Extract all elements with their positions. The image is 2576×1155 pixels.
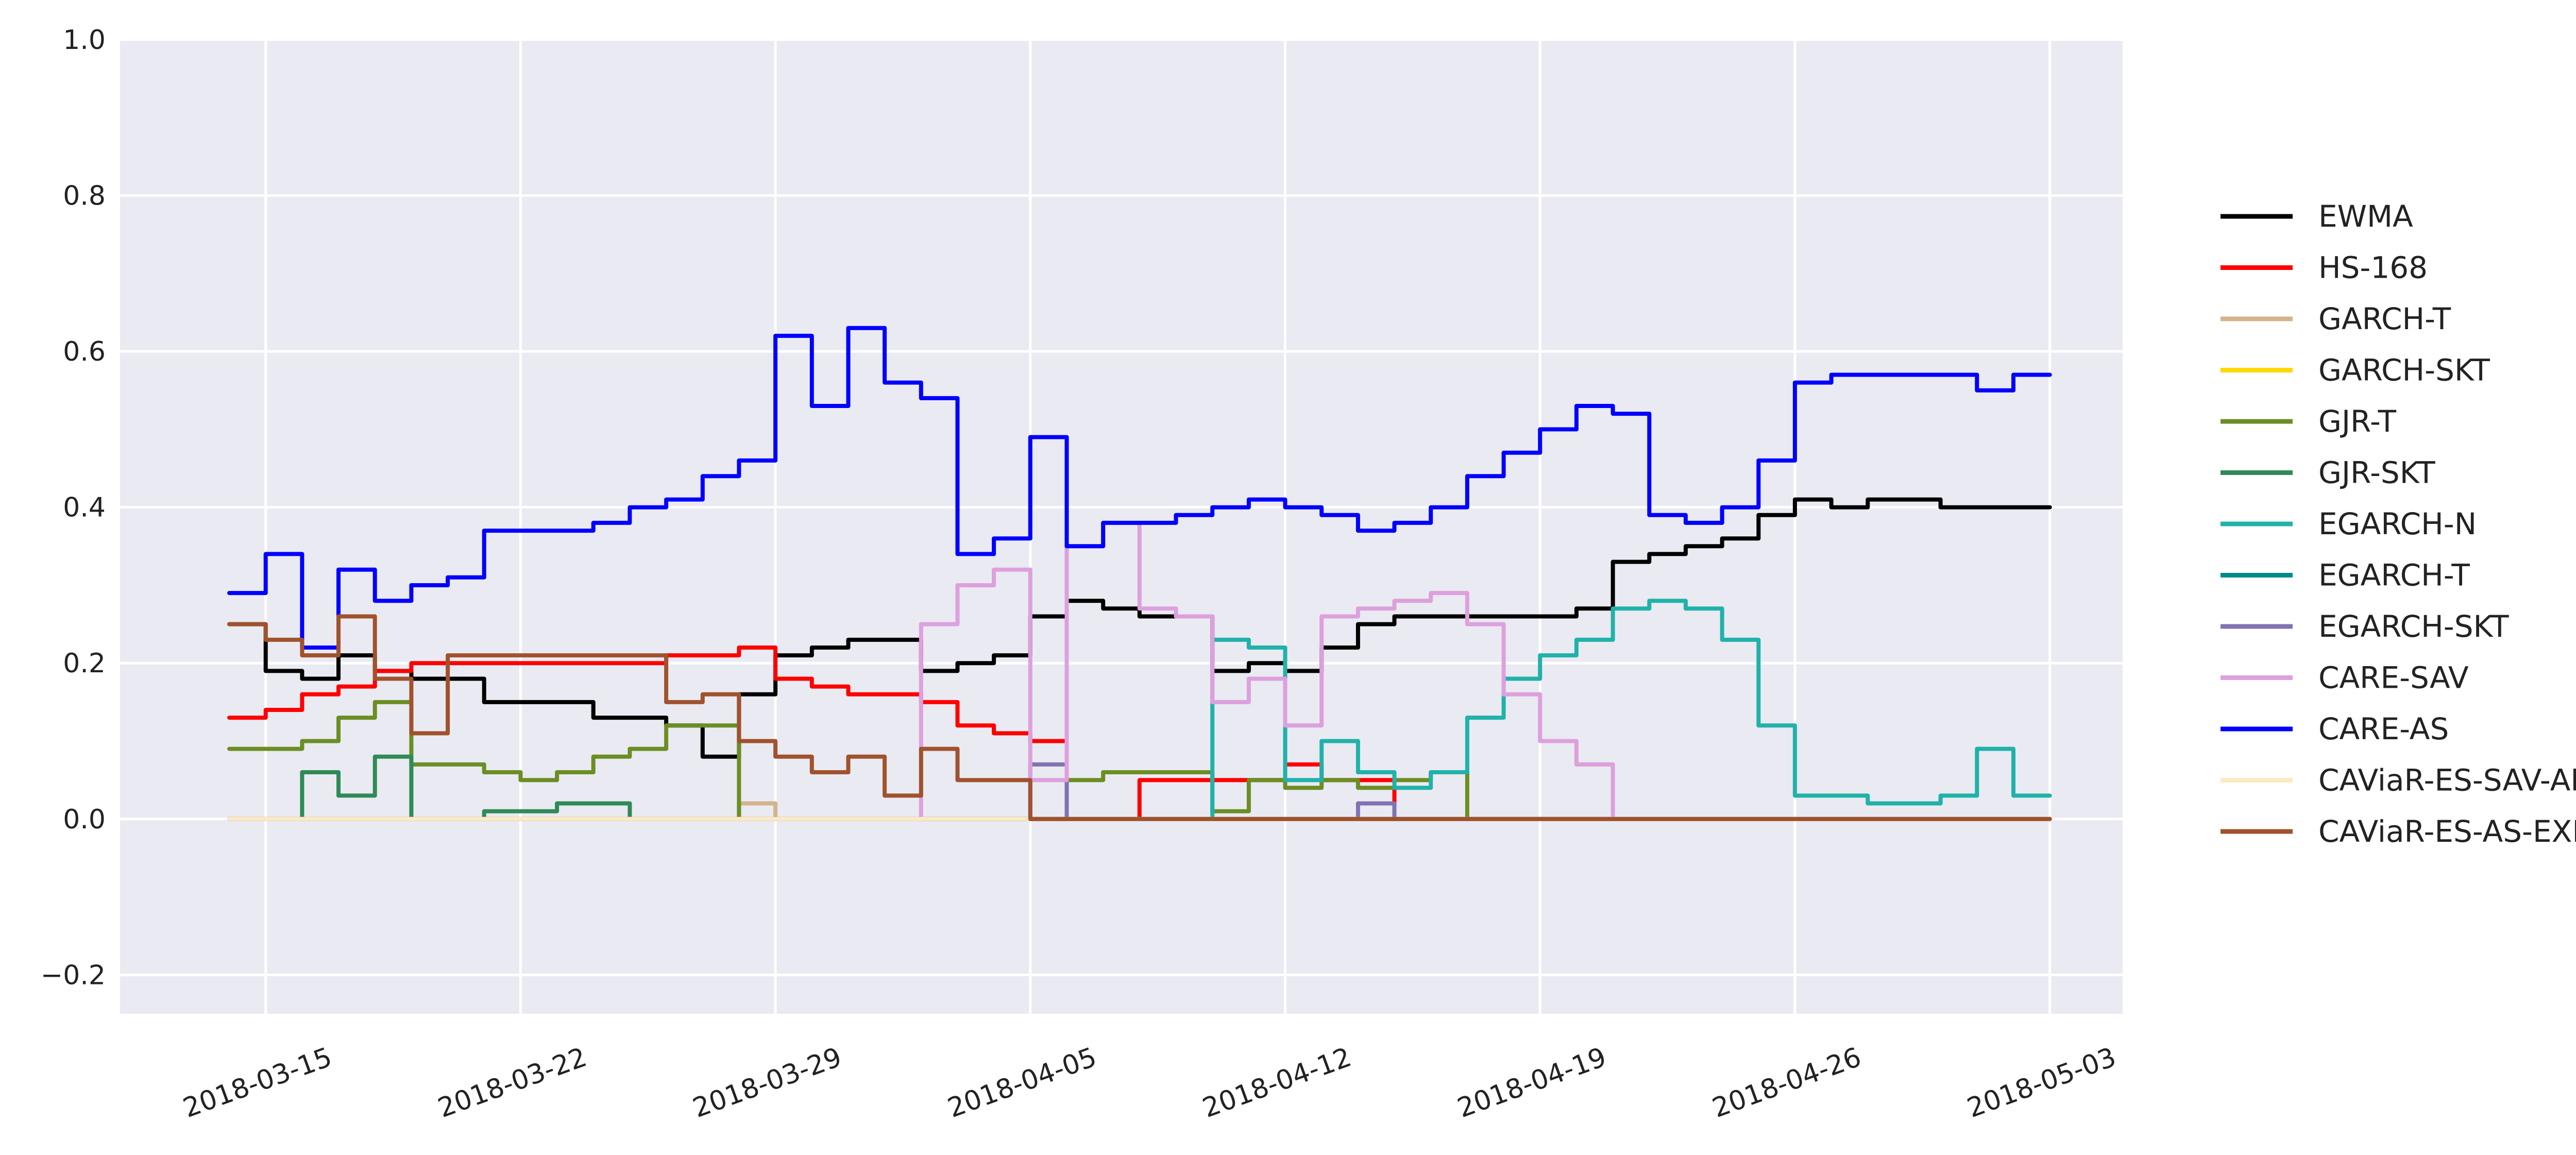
series-line-hs-168 bbox=[227, 646, 2052, 821]
y-tick-label: 0.6 bbox=[63, 336, 106, 367]
legend-label-care-sav: CARE-SAV bbox=[2318, 660, 2469, 695]
legend: EWMA HS-168 GARCH-T GARCH-SKT GJR-T GJR-SKT EG… bbox=[2221, 199, 2576, 849]
series-line-caviar-es-as-exp bbox=[227, 614, 2052, 821]
y-axis-tick-labels: −0.2 0.0 0.2 0.4 0.6 0.8 1.0 bbox=[41, 25, 106, 991]
legend-label-caviar-es-as-exp: CAViaR-ES-AS-EXP bbox=[2318, 814, 2576, 849]
legend-label-garch-t: GARCH-T bbox=[2318, 301, 2451, 336]
legend-label-egarch-t: EGARCH-T bbox=[2318, 558, 2470, 593]
series-lines bbox=[227, 326, 2052, 821]
y-tick-label: −0.2 bbox=[41, 960, 106, 991]
series-line-egarch-n bbox=[227, 599, 2052, 821]
y-tick-label: 1.0 bbox=[63, 25, 106, 56]
legend-label-gjr-skt: GJR-SKT bbox=[2318, 455, 2435, 490]
y-tick-label: 0.0 bbox=[63, 804, 106, 835]
series-line-gjr-skt bbox=[227, 754, 2052, 821]
y-tick-label: 0.2 bbox=[63, 648, 106, 679]
plot-area bbox=[120, 40, 2123, 1014]
series-line-ewma bbox=[227, 497, 2052, 759]
legend-label-gjr-t: GJR-T bbox=[2318, 404, 2397, 439]
series-line-care-as bbox=[227, 326, 2052, 650]
legend-label-caviar-es-sav-ar: CAViaR-ES-SAV-AR bbox=[2318, 763, 2576, 798]
series-line-care-sav bbox=[227, 520, 2052, 821]
y-tick-label: 0.4 bbox=[63, 492, 106, 523]
legend-label-egarch-skt: EGARCH-SKT bbox=[2318, 609, 2509, 644]
legend-label-garch-skt: GARCH-SKT bbox=[2318, 353, 2490, 388]
legend-label-ewma: EWMA bbox=[2318, 199, 2413, 234]
legend-label-egarch-n: EGARCH-N bbox=[2318, 506, 2477, 541]
y-tick-label: 0.8 bbox=[63, 181, 106, 212]
legend-label-hs-168: HS-168 bbox=[2318, 250, 2428, 285]
legend-label-care-as: CARE-AS bbox=[2318, 711, 2449, 746]
